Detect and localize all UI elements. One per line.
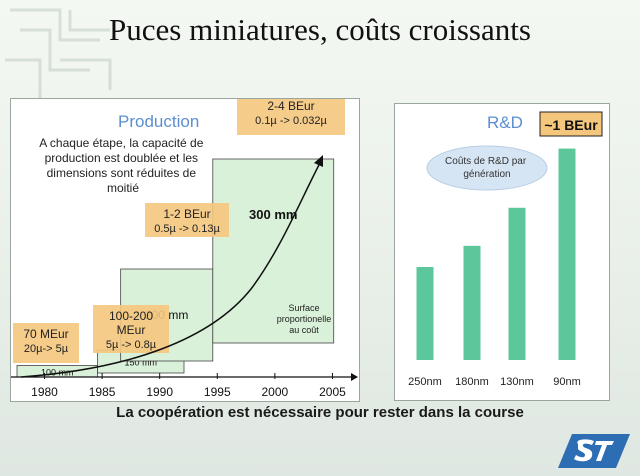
cost-label-2: 1-2 BEur [163, 207, 210, 221]
x-tick-label-1990: 1990 [146, 385, 173, 399]
rd-category-label-180nm: 180nm [455, 376, 489, 388]
cost-box-3 [237, 95, 345, 135]
rd-panel: R&D ~1 BEur Coûts de R&D par génération … [394, 103, 610, 401]
x-tick-label-1980: 1980 [31, 385, 58, 399]
wafer-label-150mm: 150 mm [125, 358, 158, 368]
circuit-watermark [5, 8, 112, 100]
cost-label-1: 100-200 [109, 309, 153, 323]
node-label-0: 20µ-> 5µ [24, 343, 69, 355]
rd-category-label-130nm: 130nm [500, 376, 534, 388]
rd-annotation-bubble [426, 145, 548, 191]
x-tick-label-1995: 1995 [204, 385, 231, 399]
wafer-label-100mm: 100 mm [41, 367, 74, 377]
rd-title: R&D [487, 113, 523, 132]
x-axis-arrowhead [351, 373, 358, 381]
area-note-line-0: Surface [288, 303, 319, 313]
rd-category-label-250nm: 250nm [408, 376, 442, 388]
rd-peak-label-box [539, 111, 603, 137]
rd-chart: R&D ~1 BEur Coûts de R&D par génération … [408, 111, 603, 388]
cost-box-1 [93, 305, 169, 353]
production-title: Production [118, 112, 199, 131]
production-annotation: A chaque étape, la capacité de productio… [39, 136, 206, 195]
production-chart: Production A chaque étape, la capacité d… [11, 95, 358, 399]
x-tick-label-2005: 2005 [319, 385, 346, 399]
wafer-label-300mm: 300 mm [249, 207, 297, 222]
rd-category-label-90nm: 90nm [553, 376, 581, 388]
node-label-1: 5µ -> 0.8µ [106, 339, 157, 351]
rd-bar-130nm [508, 207, 526, 360]
cost-label-0: 70 MEur [23, 327, 68, 341]
node-label-3: 0.1µ -> 0.032µ [255, 115, 327, 127]
cost-label-3: 2-4 BEur [267, 99, 314, 113]
slide-subtitle: La coopération est nécessaire pour reste… [116, 404, 524, 421]
cost-label-1: MEur [117, 323, 146, 337]
area-note-line-2: au coût [289, 325, 319, 335]
production-panel: Production A chaque étape, la capacité d… [10, 95, 360, 402]
area-note-line-1: proportionelle [277, 314, 332, 324]
x-tick-label-1985: 1985 [89, 385, 116, 399]
rd-annotation: Coûts de R&D par génération [445, 156, 529, 180]
growth-curve [20, 160, 322, 378]
x-tick-label-2000: 2000 [262, 385, 289, 399]
growth-curve-arrowhead [314, 155, 323, 167]
node-label-2: 0.5µ -> 0.13µ [154, 223, 220, 235]
cost-box-0 [13, 323, 79, 363]
st-logo-icon [558, 434, 630, 468]
cost-box-2 [145, 203, 229, 237]
rd-peak-label: ~1 BEur [544, 117, 598, 133]
rd-bar-250nm [416, 266, 434, 360]
rd-bar-180nm [463, 245, 481, 360]
wafer-area-300mm [212, 158, 335, 344]
rd-bar-90nm [558, 148, 576, 360]
slide-title: Puces miniatures, coûts croissants [109, 12, 531, 47]
